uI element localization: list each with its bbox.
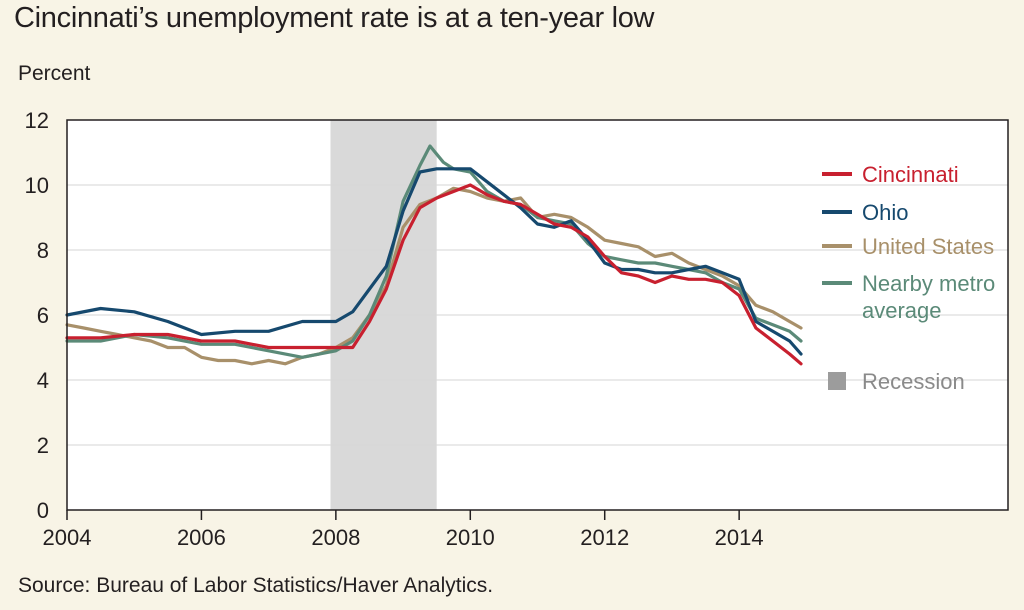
series-line-cincinnati: [65, 183, 803, 366]
series-line-ohio: [65, 167, 803, 356]
y-tick-label: 2: [37, 433, 49, 458]
plot-border: [66, 119, 1009, 511]
x-tick-label: 2004: [43, 525, 92, 550]
x-tick-label: 2008: [311, 525, 360, 550]
legend-label: Nearby metro: [862, 271, 995, 296]
y-axis-label: Percent: [18, 62, 91, 85]
x-tick-label: 2010: [446, 525, 495, 550]
x-tick-label: 2012: [580, 525, 629, 550]
legend-label: Cincinnati: [862, 162, 959, 187]
y-tick-label: 0: [37, 498, 49, 523]
x-tick-label: 2014: [715, 525, 764, 550]
source-note: Source: Bureau of Labor Statistics/Haver…: [18, 574, 494, 597]
legend-label: United States: [862, 234, 994, 259]
x-tick-label: 2006: [177, 525, 226, 550]
y-tick-label: 6: [37, 303, 49, 328]
legend-label: Ohio: [862, 200, 908, 225]
y-tick-label: 8: [37, 238, 49, 263]
chart-title: Cincinnati’s unemployment rate is at a t…: [14, 2, 655, 34]
y-tick-label: 10: [25, 173, 49, 198]
y-tick-label: 4: [37, 368, 49, 393]
y-tick-label: 12: [25, 108, 49, 133]
legend-label: average: [862, 298, 942, 323]
legend-label-recession: Recession: [862, 369, 965, 394]
legend-swatch-recession: [828, 372, 846, 390]
